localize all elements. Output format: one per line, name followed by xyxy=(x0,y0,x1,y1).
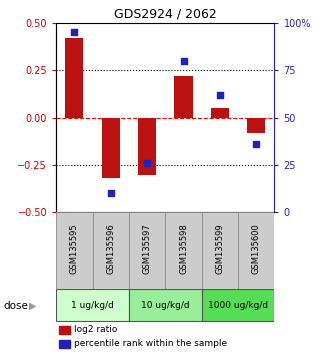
Bar xyxy=(211,108,229,118)
Bar xyxy=(165,212,202,289)
Bar xyxy=(238,212,274,289)
Bar xyxy=(102,118,120,178)
Text: GSM135595: GSM135595 xyxy=(70,224,79,274)
Point xyxy=(254,141,259,147)
Text: GSM135598: GSM135598 xyxy=(179,224,188,274)
Text: 10 ug/kg/d: 10 ug/kg/d xyxy=(141,301,190,310)
Text: 1 ug/kg/d: 1 ug/kg/d xyxy=(71,301,114,310)
Bar xyxy=(138,118,156,175)
Bar xyxy=(59,340,70,348)
Bar xyxy=(92,212,129,289)
Text: 1000 ug/kg/d: 1000 ug/kg/d xyxy=(208,301,268,310)
Text: ▶: ▶ xyxy=(29,301,36,311)
Point xyxy=(181,58,186,64)
Point xyxy=(144,160,150,166)
Text: percentile rank within the sample: percentile rank within the sample xyxy=(74,339,227,348)
Bar xyxy=(59,326,70,334)
Bar xyxy=(202,212,238,289)
Bar xyxy=(174,76,193,118)
Point xyxy=(108,190,113,196)
Text: log2 ratio: log2 ratio xyxy=(74,325,117,335)
Text: GSM135600: GSM135600 xyxy=(252,224,261,274)
Bar xyxy=(56,212,92,289)
Bar xyxy=(247,118,265,133)
Text: GSM135597: GSM135597 xyxy=(143,224,152,274)
Bar xyxy=(129,289,202,321)
Bar xyxy=(202,289,274,321)
Bar xyxy=(129,212,165,289)
Point xyxy=(72,30,77,35)
Text: GSM135599: GSM135599 xyxy=(215,224,224,274)
Bar xyxy=(65,38,83,118)
Text: GSM135596: GSM135596 xyxy=(106,224,115,274)
Text: dose: dose xyxy=(3,301,28,311)
Bar xyxy=(56,289,129,321)
Title: GDS2924 / 2062: GDS2924 / 2062 xyxy=(114,7,217,21)
Point xyxy=(217,92,222,98)
